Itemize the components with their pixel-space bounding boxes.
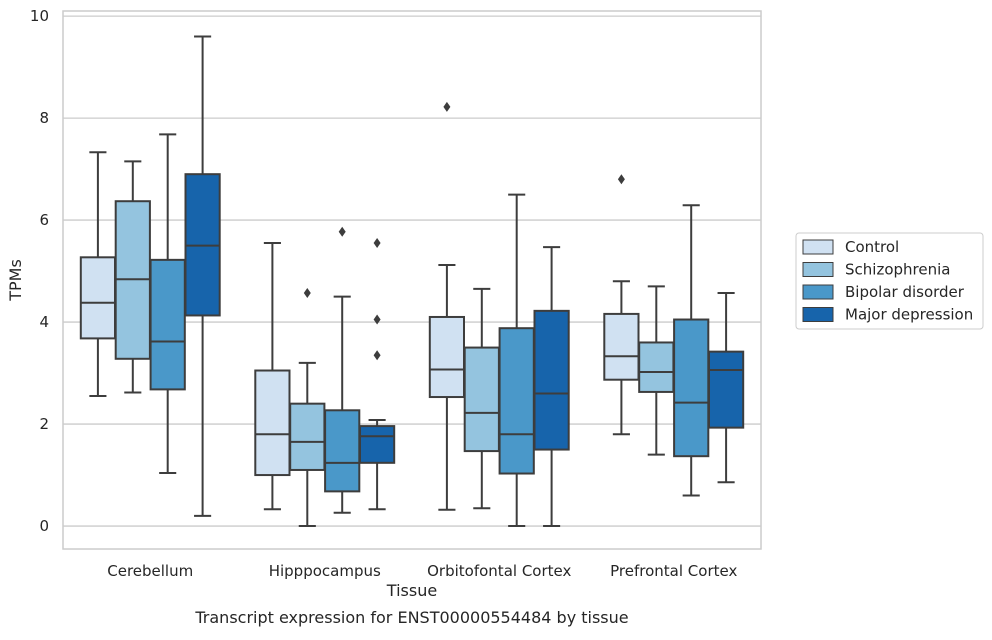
box-1-2 <box>114 160 151 394</box>
y-tick-label: 8 <box>39 109 49 127</box>
outlier-point <box>303 288 311 299</box>
y-axis-label: TPMs <box>6 259 25 302</box>
box-4-1 <box>603 174 640 436</box>
x-tick-label: Prefrontal Cortex <box>610 562 737 580</box>
box-1-3 <box>149 133 186 475</box>
boxes <box>79 35 745 528</box>
outlier-point <box>373 314 381 325</box>
y-tick-label: 4 <box>39 313 49 331</box>
y-tick-label: 10 <box>30 7 49 25</box>
legend-item: Schizophrenia <box>802 261 950 279</box>
box-1-4 <box>184 35 221 517</box>
legend-swatch <box>802 239 834 255</box>
legend-label: Control <box>845 238 899 256</box>
box-body <box>428 315 466 399</box>
legend-swatch <box>802 284 834 300</box>
box-body <box>254 369 291 477</box>
legend: Control Schizophrenia Bipolar disorder Majo… <box>795 232 984 330</box>
x-tick-label: Cerebellum <box>107 562 193 580</box>
y-axis-ticks: 0 2 4 6 8 10 <box>30 7 49 535</box>
box-body <box>638 341 675 393</box>
box-body <box>79 256 117 340</box>
box-4-3 <box>673 204 710 497</box>
box-2-1 <box>254 242 291 511</box>
x-tick-label: Hipppocampus <box>269 562 381 580</box>
box-body <box>533 309 570 451</box>
box-4-4 <box>707 292 745 484</box>
y-tick-label: 6 <box>39 211 49 229</box>
outlier-point <box>443 101 451 112</box>
legend-label: Bipolar disorder <box>845 283 965 301</box>
box-body <box>324 409 361 493</box>
x-axis-ticks: Cerebellum Hipppocampus Orbitofontal Corte… <box>107 562 737 580</box>
box-body <box>603 312 640 381</box>
y-tick-label: 0 <box>39 517 49 535</box>
legend-swatch <box>802 307 834 322</box>
box-body <box>289 402 326 471</box>
x-tick-label: Orbitofontal Cortex <box>427 562 571 580</box>
box-1-1 <box>79 151 117 398</box>
box-body <box>358 425 396 464</box>
x-axis-label: Tissue <box>386 581 437 600</box>
box-body <box>498 327 535 475</box>
box-body <box>463 346 500 453</box>
chart-caption: Transcript expression for ENST0000055448… <box>194 608 628 627</box>
legend-item: Control <box>802 238 899 256</box>
outlier-point <box>373 238 381 249</box>
box-body <box>673 318 710 458</box>
outlier-point <box>373 350 381 361</box>
box-3-1 <box>428 101 466 511</box>
box-3-4 <box>533 246 570 528</box>
box-2-2 <box>289 288 326 528</box>
box-2-3 <box>324 226 361 514</box>
box-body <box>149 258 186 391</box>
legend-frame <box>795 232 984 330</box>
legend-label: Schizophrenia <box>845 261 950 279</box>
legend-item: Major depression <box>802 306 973 324</box>
outlier-point <box>338 226 346 237</box>
legend-label: Major depression <box>845 306 973 324</box>
box-2-4 <box>358 238 396 511</box>
box-4-2 <box>638 285 675 456</box>
legend-swatch <box>802 262 834 277</box>
outlier-point <box>617 174 625 185</box>
legend-item: Bipolar disorder <box>802 283 965 301</box>
y-tick-label: 2 <box>39 415 49 433</box>
box-body <box>707 350 745 429</box>
